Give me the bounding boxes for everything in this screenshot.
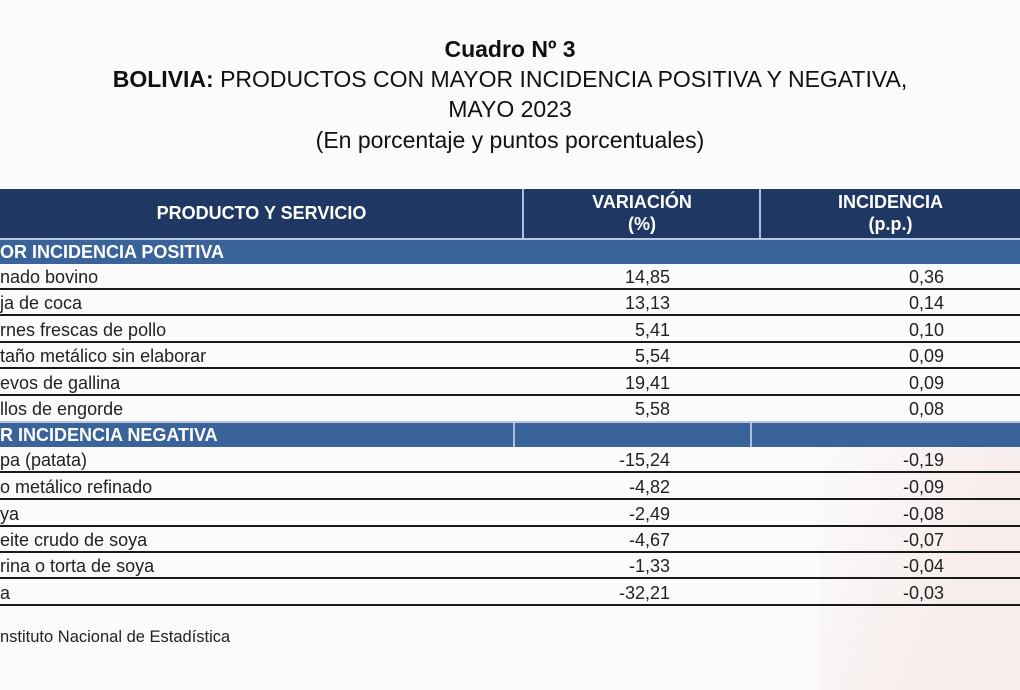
product-name: ja de coca xyxy=(0,293,83,313)
incidence-value: -0,03 xyxy=(902,583,944,603)
table-row: evos de gallina 19,41 0,09 xyxy=(0,370,1020,396)
header-product: PRODUCTO Y SERVICIO xyxy=(156,203,367,223)
header-incidence: INCIDENCIA (p.p.) xyxy=(761,189,1020,240)
period-label: MAYO 2023 xyxy=(448,96,572,122)
product-name: a xyxy=(0,583,11,603)
product-name: o metálico refinado xyxy=(0,477,153,497)
table-row: pa (patata) -15,24 -0,19 xyxy=(0,447,1020,473)
section-positive-label: OR INCIDENCIA POSITIVA xyxy=(0,242,225,262)
table-row: eite crudo de soya -4,67 -0,07 xyxy=(0,527,1020,553)
column-divider xyxy=(522,189,524,264)
units-subtitle: (En porcentaje y puntos porcentuales) xyxy=(315,127,705,153)
variation-value: 5,41 xyxy=(634,320,670,340)
country-label: BOLIVIA: xyxy=(112,66,214,92)
table-row: taño metálico sin elaborar 5,54 0,09 xyxy=(0,343,1020,369)
variation-value: -15,24 xyxy=(618,450,670,470)
table-row: rnes frescas de pollo 5,41 0,10 xyxy=(0,317,1020,343)
variation-value: 19,41 xyxy=(624,373,670,393)
variation-value: 5,58 xyxy=(634,399,670,419)
incidence-value: 0,10 xyxy=(908,320,944,340)
header-variation-label: VARIACIÓN xyxy=(592,192,692,212)
variation-value: -32,21 xyxy=(618,583,670,603)
document-titles: Cuadro Nº 3 BOLIVIA: PRODUCTOS CON MAYOR… xyxy=(0,34,1020,156)
product-name: pa (patata) xyxy=(0,450,88,470)
product-name: rina o torta de soya xyxy=(0,556,155,576)
incidence-value: -0,09 xyxy=(902,477,944,497)
product-name: ya xyxy=(0,504,20,524)
column-divider xyxy=(759,189,761,264)
incidence-value: -0,08 xyxy=(902,504,944,524)
table-number: Cuadro Nº 3 xyxy=(444,36,576,62)
table-row: nado bovino 14,85 0,36 xyxy=(0,264,1020,290)
table-row: ya -2,49 -0,08 xyxy=(0,501,1020,527)
incidence-value: 0,36 xyxy=(908,267,944,287)
header-variation: VARIACIÓN (%) xyxy=(524,189,760,240)
header-variation-unit: (%) xyxy=(628,214,656,234)
product-name: eite crudo de soya xyxy=(0,530,148,550)
incidence-value: -0,19 xyxy=(902,450,944,470)
section-negative-label: R INCIDENCIA NEGATIVA xyxy=(0,425,218,445)
incidence-value: -0,07 xyxy=(902,530,944,550)
product-name: taño metálico sin elaborar xyxy=(0,346,207,366)
variation-value: 13,13 xyxy=(624,293,670,313)
product-name: evos de gallina xyxy=(0,373,121,393)
header-incidence-unit: (p.p.) xyxy=(868,214,913,234)
variation-value: -1,33 xyxy=(628,556,670,576)
header-incidence-label: INCIDENCIA xyxy=(837,192,943,212)
table-row: a -32,21 -0,03 xyxy=(0,580,1020,606)
incidence-value: -0,04 xyxy=(902,556,944,576)
incidence-value: 0,09 xyxy=(908,346,944,366)
incidence-value: 0,08 xyxy=(908,399,944,419)
variation-value: -4,82 xyxy=(628,477,670,497)
table-title: BOLIVIA: PRODUCTOS CON MAYOR INCIDENCIA … xyxy=(0,64,1020,94)
source-note: nstituto Nacional de Estadística xyxy=(0,628,231,646)
section-negative: R INCIDENCIA NEGATIVA xyxy=(0,421,1020,447)
incidence-value: 0,14 xyxy=(908,293,944,313)
title-text: PRODUCTOS CON MAYOR INCIDENCIA POSITIVA … xyxy=(213,66,908,92)
variation-value: -4,67 xyxy=(628,530,670,550)
section-positive: OR INCIDENCIA POSITIVA xyxy=(0,238,1020,264)
variation-value: 5,54 xyxy=(634,346,670,366)
table-row: llos de engorde 5,58 0,08 xyxy=(0,396,1020,422)
table-row: ja de coca 13,13 0,14 xyxy=(0,290,1020,316)
column-divider xyxy=(750,423,752,447)
table-header: PRODUCTO Y SERVICIO VARIACIÓN (%) INCIDE… xyxy=(0,189,1020,238)
column-divider xyxy=(513,423,515,447)
table-row: rina o torta de soya -1,33 -0,04 xyxy=(0,553,1020,579)
incidence-value: 0,09 xyxy=(908,373,944,393)
variation-value: 14,85 xyxy=(624,267,670,287)
product-name: rnes frescas de pollo xyxy=(0,320,167,340)
variation-value: -2,49 xyxy=(628,504,670,524)
table-row: o metálico refinado -4,82 -0,09 xyxy=(0,474,1020,500)
product-name: nado bovino xyxy=(0,267,99,287)
product-name: llos de engorde xyxy=(0,399,124,419)
